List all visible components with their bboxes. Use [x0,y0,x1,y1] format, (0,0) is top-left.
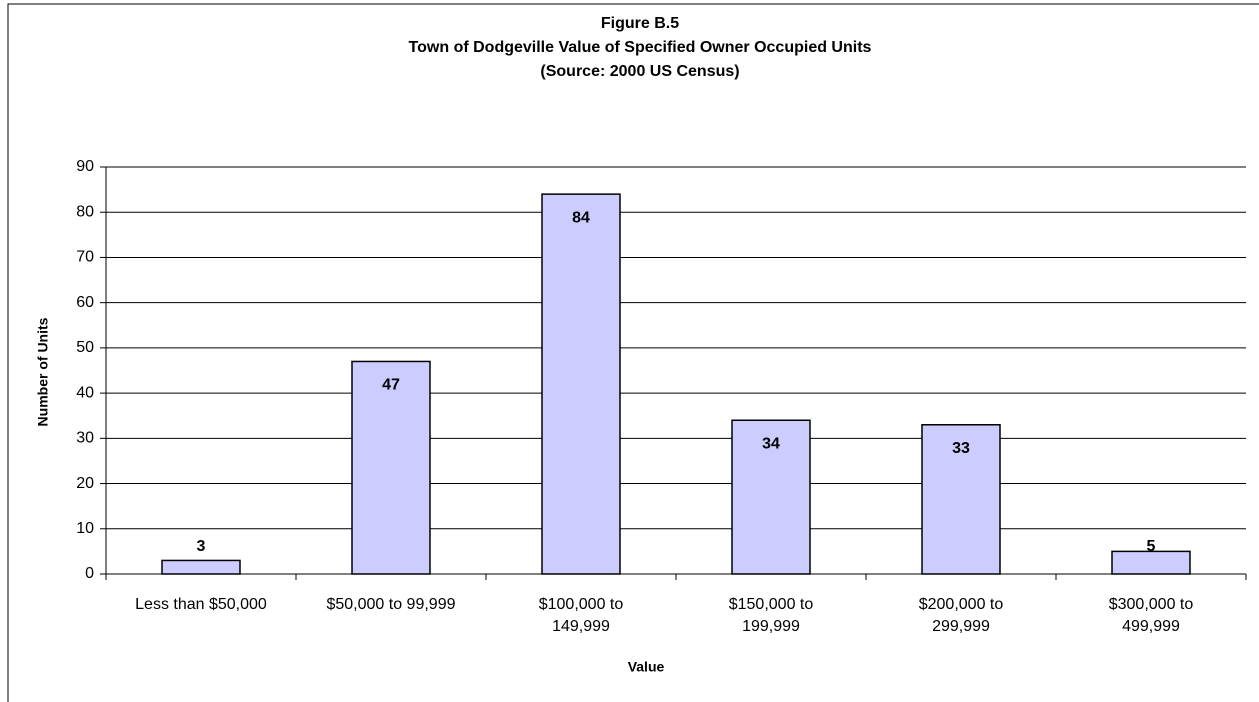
data-label: 33 [952,440,970,457]
y-tick-label: 20 [76,475,94,492]
x-tick-label: $50,000 to 99,999 [326,596,456,613]
data-label: 5 [1147,538,1156,555]
chart-title: Figure B.5 [601,15,679,32]
x-tick-label: $150,000 to 199,999 [728,596,814,635]
y-tick-label: 50 [76,339,94,356]
y-tick-label: 10 [76,520,94,537]
y-tick-label: 70 [76,249,94,266]
x-tick-label: $200,000 to 299,999 [918,596,1004,635]
chart-title: (Source: 2000 US Census) [540,63,739,80]
y-tick-label: 40 [76,384,94,401]
y-axis-title: Number of Units [35,317,51,426]
bar [161,559,241,575]
data-label: 3 [197,538,206,555]
y-tick-label: 80 [76,203,94,220]
y-tick-label: 0 [85,565,94,582]
y-tick-label: 90 [76,158,94,175]
bar [351,360,431,575]
bar [541,193,621,575]
x-tick-label: Less than $50,000 [135,596,267,613]
x-axis-title: Value [628,659,665,675]
y-tick-label: 60 [76,294,94,311]
x-tick-label: $300,000 to 499,999 [1108,596,1194,635]
bar [731,419,811,575]
chart-title: Town of Dodgeville Value of Specified Ow… [409,39,872,56]
bar [921,424,1001,575]
chart-frame [7,3,1259,702]
y-tick-label: 30 [76,430,94,447]
data-label: 84 [572,209,590,226]
data-label: 47 [382,377,400,394]
data-label: 34 [762,435,780,452]
x-tick-label: $100,000 to 149,999 [538,596,624,635]
